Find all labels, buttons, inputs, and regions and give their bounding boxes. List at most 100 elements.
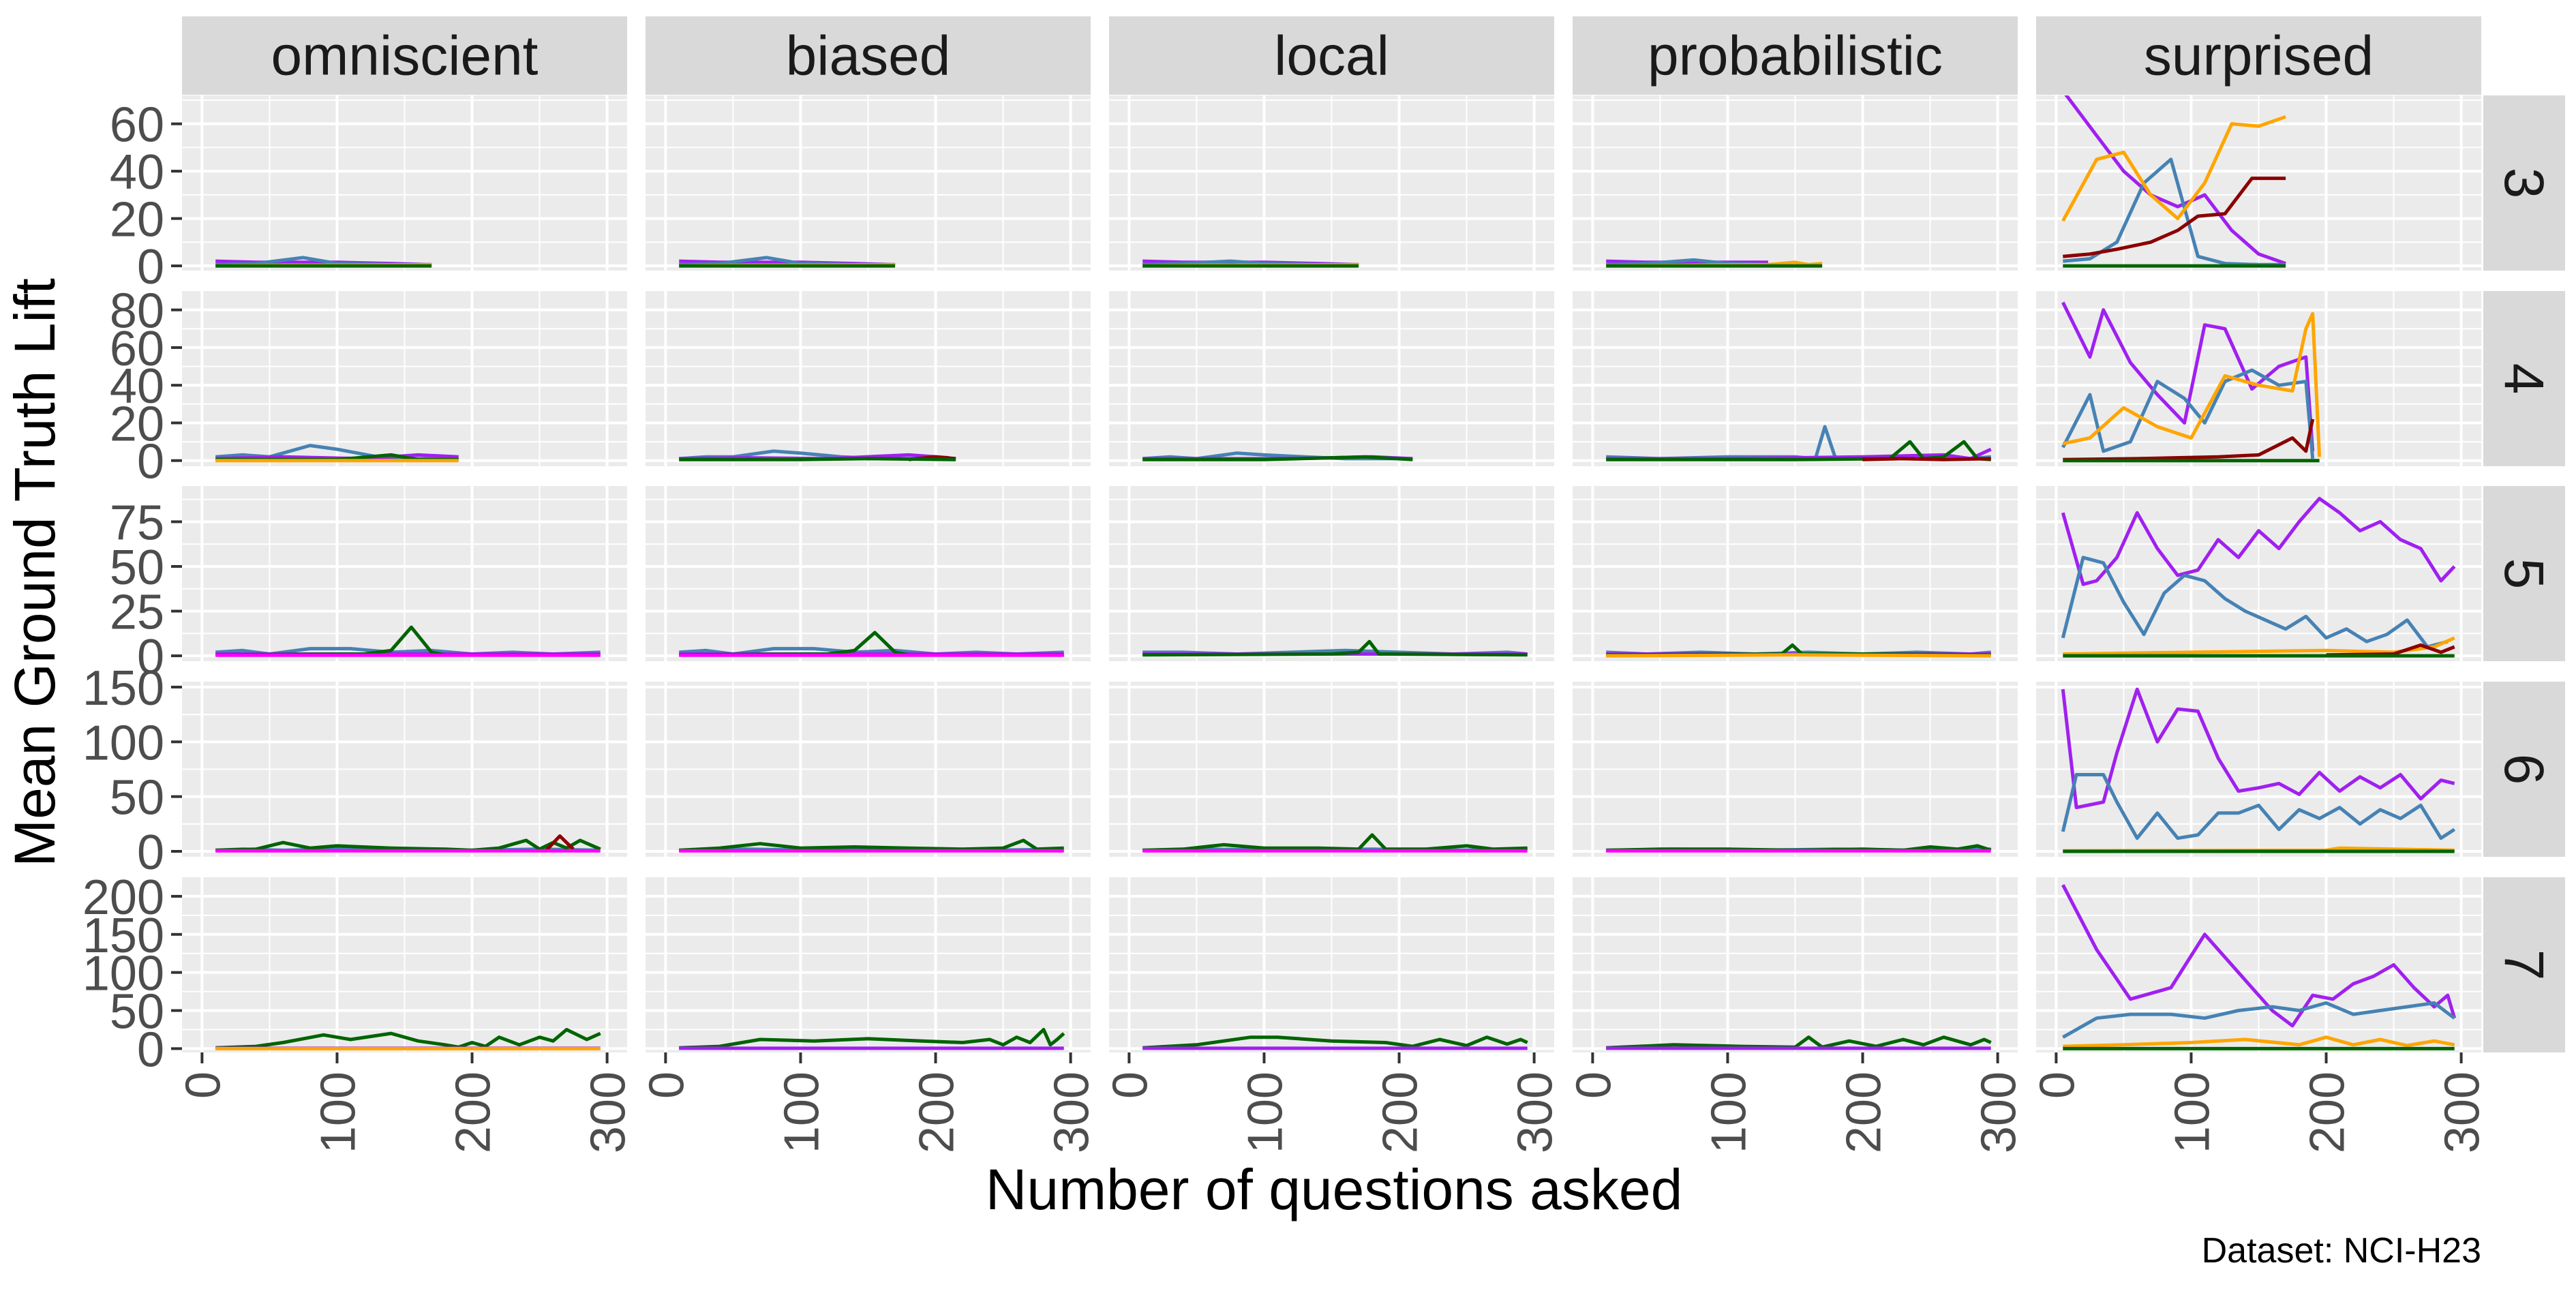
panel-series-omniscient-5 <box>215 625 601 657</box>
y-tick-label: 50 <box>110 985 164 1039</box>
x-tick-label: 200 <box>446 1072 501 1153</box>
x-axis-title: Number of questions asked <box>986 1157 1683 1221</box>
series-line-purple <box>2061 884 2457 1028</box>
series-line-orange <box>2062 312 2322 457</box>
series-line-purple <box>2064 95 2286 265</box>
y-tick-label: 20 <box>110 193 164 247</box>
x-tick-label: 300 <box>581 1072 636 1153</box>
x-tick-label: 300 <box>2436 1072 2490 1153</box>
axes: 0204060020406080025507505010015005010015… <box>82 98 2490 1153</box>
series-line-orange <box>2063 1035 2455 1048</box>
panel-series-surprised-6 <box>2061 687 2456 853</box>
strip-label-surprised: surprised <box>2144 25 2374 87</box>
panel-series-local-6 <box>1142 833 1528 853</box>
panels <box>182 95 2481 1052</box>
y-tick-label: 50 <box>110 771 164 825</box>
series-line-green <box>215 1028 601 1050</box>
y-tick-label: 0 <box>137 435 164 489</box>
series-line-green <box>1142 1035 1528 1050</box>
series-line-darkred <box>2063 177 2286 258</box>
strip-row-label-6: 6 <box>2493 754 2555 785</box>
panel-series-biased-6 <box>679 838 1064 853</box>
x-tick-label: 0 <box>2030 1072 2085 1099</box>
panel-series-local-7 <box>1142 1035 1528 1050</box>
y-tick-label: 20 <box>110 397 164 451</box>
x-tick-label: 100 <box>1238 1072 1292 1153</box>
series-line-steelblue <box>2061 556 2449 649</box>
y-tick-label: 0 <box>137 630 164 684</box>
panel-series-surprised-3 <box>2061 95 2286 268</box>
panel-series-probabilistic-3 <box>1606 258 1823 268</box>
y-tick-label: 40 <box>110 145 164 200</box>
x-tick-label: 100 <box>774 1072 829 1153</box>
y-tick-label: 200 <box>82 870 164 925</box>
strip-row-3 <box>2483 95 2565 271</box>
strip-probabilistic <box>1573 16 2018 95</box>
panel-series-omniscient-7 <box>215 1028 601 1050</box>
panel-series-local-3 <box>1142 259 1359 268</box>
panel-series-omniscient-3 <box>215 256 432 268</box>
series-line-darkred <box>2063 419 2315 461</box>
x-tick-label: 0 <box>176 1072 230 1099</box>
strip-surprised <box>2036 16 2481 95</box>
series-line-purple <box>2061 496 2456 586</box>
panel-series-probabilistic-7 <box>1606 1035 1992 1050</box>
x-tick-label: 100 <box>1701 1072 1756 1153</box>
y-tick-label: 50 <box>110 541 164 595</box>
strip-row-7 <box>2483 877 2565 1052</box>
panel-series-probabilistic-6 <box>1606 844 1992 853</box>
panel-series-local-4 <box>1142 451 1413 461</box>
y-tick-label: 0 <box>137 1022 164 1077</box>
series-line-purple <box>2061 301 2315 452</box>
panel-series-probabilistic-4 <box>1606 425 1992 461</box>
panel-series-surprised-5 <box>2061 496 2456 658</box>
x-tick-label: 200 <box>2301 1072 2355 1153</box>
x-tick-label: 100 <box>2165 1072 2219 1153</box>
panel-series-probabilistic-5 <box>1606 643 1991 658</box>
panel-series-surprised-4 <box>2061 301 2322 463</box>
strip-label-probabilistic: probabilistic <box>1648 25 1943 87</box>
strip-row-label-4: 4 <box>2493 363 2555 395</box>
y-tick-label: 60 <box>110 322 164 376</box>
x-tick-label: 200 <box>1837 1072 1892 1153</box>
strip-row-label-5: 5 <box>2493 558 2555 590</box>
y-tick-label: 25 <box>110 586 164 640</box>
x-tick-label: 0 <box>1103 1072 1157 1099</box>
y-tick-label: 60 <box>110 98 164 153</box>
series-line-steelblue <box>2061 773 2456 840</box>
panel-series-biased-3 <box>679 256 896 268</box>
strip-local <box>1109 16 1554 95</box>
series-line-orange <box>2063 636 2455 656</box>
strip-omniscient <box>182 16 627 95</box>
series-line-green <box>1142 639 1528 657</box>
y-tick-label: 100 <box>82 716 164 770</box>
series-line-orange <box>1606 653 1991 658</box>
y-tick-label: 80 <box>110 284 164 339</box>
strip-biased <box>646 16 1091 95</box>
x-tick-label: 200 <box>910 1072 965 1153</box>
y-tick-label: 40 <box>110 359 164 414</box>
chart-caption: Dataset: NCI-H23 <box>2202 1231 2481 1271</box>
series-line-darkred <box>545 834 575 852</box>
strip-row-5 <box>2483 486 2565 661</box>
y-tick-label: 150 <box>82 661 164 716</box>
y-tick-label: 75 <box>110 496 164 550</box>
strip-label-local: local <box>1274 25 1389 87</box>
series-line-steelblue <box>2062 1001 2456 1039</box>
x-tick-label: 200 <box>1374 1072 1428 1153</box>
panel-series-biased-4 <box>679 449 956 461</box>
panel-series-local-5 <box>1142 639 1528 657</box>
strip-row-label-3: 3 <box>2493 168 2555 199</box>
y-axis-title: Mean Ground Truth Lift <box>3 278 67 867</box>
y-tick-label: 100 <box>82 947 164 1001</box>
panel-series-biased-7 <box>679 1028 1065 1050</box>
y-tick-label: 0 <box>137 825 164 880</box>
series-line-green <box>1142 833 1528 852</box>
x-tick-label: 300 <box>1972 1072 2027 1153</box>
x-tick-label: 0 <box>1566 1072 1621 1099</box>
series-line-steelblue <box>2061 368 2315 459</box>
panel-series-biased-5 <box>679 631 1064 657</box>
y-tick-label: 0 <box>137 240 164 294</box>
